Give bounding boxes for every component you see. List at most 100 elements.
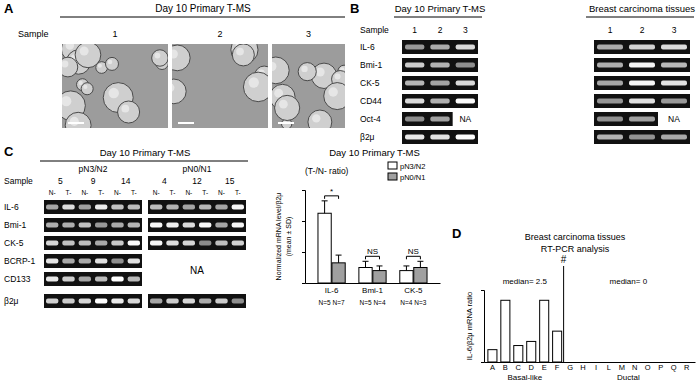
n-label: N=5 (319, 299, 331, 306)
figure-svg: ADay 10 Primary T-MSSample123BIL-6Bmi-1C… (0, 0, 700, 382)
gel-strip (402, 94, 478, 108)
tick: A (490, 362, 495, 372)
gel-band (166, 223, 178, 228)
gel-band (166, 299, 178, 304)
gel-strip (44, 236, 142, 250)
tick: P (658, 362, 663, 372)
divider-label: # (561, 254, 567, 265)
bar (332, 263, 345, 283)
gel-strip (148, 294, 246, 308)
panel-letter: B (350, 1, 359, 16)
tick-label: Bmi-1 (362, 286, 383, 295)
gel-band (661, 63, 687, 68)
tick: M (619, 362, 625, 372)
bar (540, 300, 549, 362)
gel-blank (453, 112, 479, 127)
gel-band (629, 117, 655, 122)
gel-band (79, 299, 91, 304)
gel-band (430, 45, 449, 50)
gel-band (199, 299, 211, 304)
sphere-highlight (279, 100, 288, 109)
gel-band (232, 241, 244, 246)
gel-band (430, 81, 449, 86)
gel-strip (44, 254, 142, 268)
axis-title: Normalized mRNA level/β2μ (275, 193, 283, 281)
tick (481, 290, 484, 291)
gel-band (46, 299, 58, 304)
gel-band (232, 223, 244, 228)
bar (617, 362, 626, 363)
sphere-highlight (108, 88, 118, 98)
sphere-highlight (328, 87, 337, 96)
sample-label: 2 (640, 25, 645, 35)
sphere-highlight (98, 64, 102, 68)
gel-strip (148, 200, 246, 214)
tick: D (529, 362, 535, 372)
gel-band (183, 223, 195, 228)
gel-band (111, 277, 123, 282)
gel-band (46, 205, 58, 210)
tick (302, 221, 305, 222)
gel-band (199, 223, 211, 228)
row-header: Sample (18, 29, 49, 39)
sphere (62, 57, 78, 77)
group-label: pN3/N2 (79, 164, 108, 174)
gel-band (430, 99, 449, 104)
gel-band (430, 117, 449, 122)
annotation: median= 2.5 (503, 277, 548, 286)
tick-label: I (595, 363, 597, 372)
gel-band (46, 241, 58, 246)
y-axis (302, 191, 306, 284)
gel-band (95, 299, 107, 304)
sphere (324, 83, 345, 110)
error-cap (336, 255, 342, 256)
x-axis: IL-6Bmi-1CK-5 (306, 283, 441, 295)
gel-band (629, 81, 655, 86)
significance-label: * (330, 187, 333, 196)
gel-band (95, 259, 107, 264)
panel-title: Day 10 Primary T-MS (155, 3, 251, 14)
gel-band (111, 223, 123, 228)
n-label: N=5 (359, 299, 371, 306)
gel-band (215, 205, 227, 210)
gel-band (46, 277, 58, 282)
gel-band (128, 299, 140, 304)
gel-band (128, 241, 140, 246)
micrograph (62, 44, 168, 128)
error-bar (324, 201, 325, 213)
gel-strip (44, 218, 142, 232)
group-divider (563, 266, 564, 362)
gel-band (79, 241, 91, 246)
row-label: Bmi-1 (4, 220, 26, 230)
row-label: β2μ (360, 132, 375, 142)
tick-mark (302, 221, 305, 222)
scale-bar (68, 122, 84, 124)
gel-strip (594, 112, 690, 126)
chart-subtitle: RT-PCR analysis (541, 244, 610, 254)
gel-band (405, 135, 424, 140)
gel-band (215, 299, 227, 304)
gel-band (215, 223, 227, 228)
gel-strip (402, 76, 478, 90)
bar (682, 362, 691, 363)
na-label: NA (668, 114, 680, 124)
gel-band (79, 223, 91, 228)
gel-band (128, 259, 140, 264)
sample-label: 5 (58, 176, 63, 186)
tick-label: F (555, 363, 560, 372)
group-label: pN0/N1 (183, 164, 212, 174)
row-label: CK-5 (4, 238, 24, 248)
panel-b: BIL-6Bmi-1CK-5CD44Oct-4β2μDay 10 Primary… (350, 1, 695, 144)
gel-band (150, 205, 162, 210)
sample-label: 2 (438, 25, 443, 35)
error-cap (363, 261, 369, 262)
tick: CK-5 (404, 283, 423, 295)
tick-mark (302, 190, 305, 191)
gel-band (232, 205, 244, 210)
scale-bar (178, 122, 194, 124)
tick: N (632, 362, 637, 372)
error-cap (376, 265, 382, 266)
tick-label: G (567, 363, 573, 372)
micrograph (172, 44, 268, 128)
significance-bracket (406, 256, 420, 259)
